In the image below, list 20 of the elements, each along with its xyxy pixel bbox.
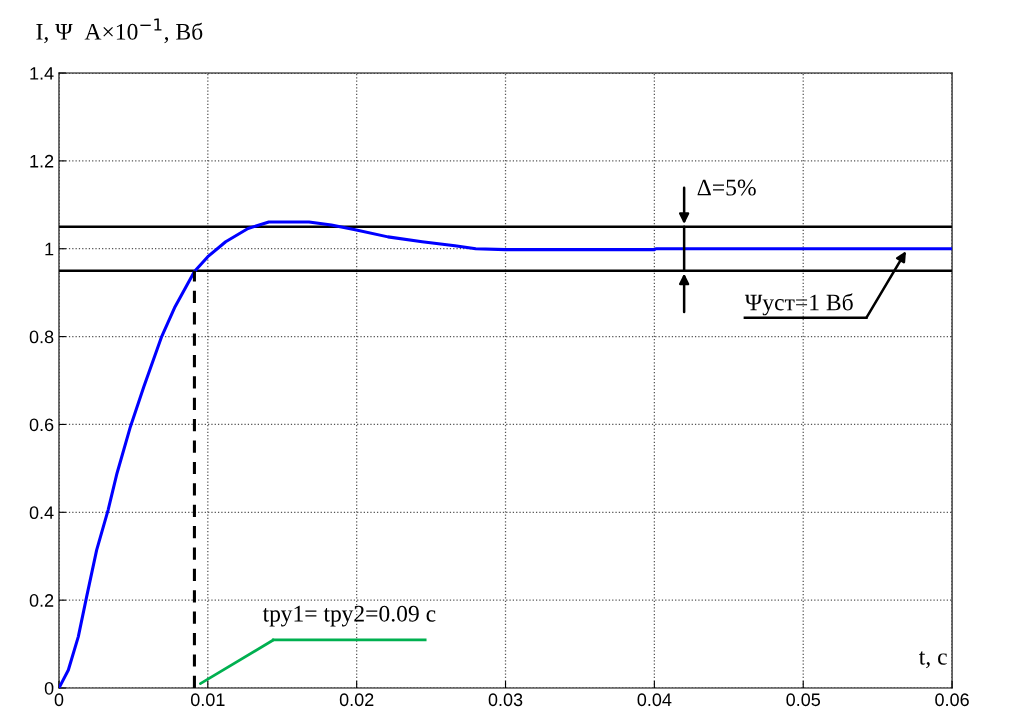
x-tick-label: 0.01 — [190, 693, 225, 707]
y-tick-label: 0.8 — [29, 330, 54, 344]
y-tick-label: 0.6 — [29, 418, 54, 432]
annotation: Δ=5% — [697, 179, 756, 196]
y-tick-label: 1.2 — [30, 154, 54, 168]
annotation: tру1= tру2=0.09 с — [262, 605, 436, 627]
x-tick-label: 0 — [54, 693, 64, 707]
annotation: Ψуст=1 Вб — [744, 293, 853, 316]
x-tick-label: 0.03 — [488, 693, 523, 707]
y-tick-label: 1 — [45, 242, 54, 256]
x-tick-label: 0.04 — [637, 693, 672, 707]
x-tick-label: 0.06 — [935, 693, 969, 707]
x-tick-label: 0.02 — [339, 693, 374, 707]
x-tick-label: 0.05 — [786, 693, 821, 707]
y-tick-label: 1.4 — [30, 67, 54, 80]
y-tick-label: 0 — [44, 681, 54, 695]
y-tick-label: 0.2 — [29, 594, 54, 607]
y-axis-title: I, Ψ A×10$^{−1}$, Вб — [36, 18, 203, 44]
x-axis-title: t, с — [918, 651, 947, 669]
y-tick-label: 0.4 — [29, 506, 54, 520]
